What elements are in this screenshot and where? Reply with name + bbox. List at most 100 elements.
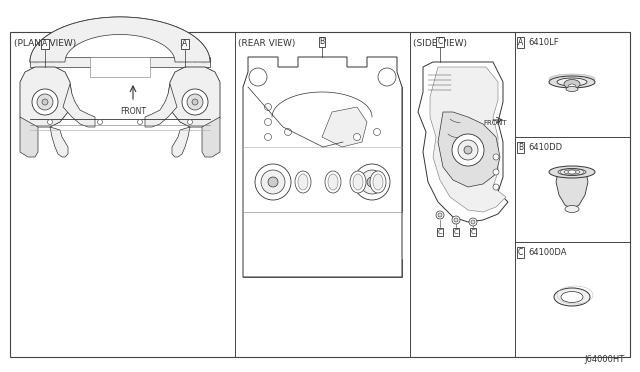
Polygon shape [343, 212, 372, 242]
Ellipse shape [554, 288, 590, 306]
Polygon shape [418, 62, 508, 222]
Circle shape [264, 119, 271, 125]
Circle shape [374, 128, 381, 135]
Polygon shape [438, 112, 500, 187]
Text: (PLANE VIEW): (PLANE VIEW) [14, 39, 76, 48]
Text: FRONT: FRONT [483, 120, 507, 126]
Ellipse shape [558, 169, 586, 176]
Circle shape [493, 184, 499, 190]
Ellipse shape [568, 170, 576, 174]
Polygon shape [145, 84, 177, 127]
Circle shape [138, 119, 143, 125]
Circle shape [37, 94, 53, 110]
Circle shape [47, 119, 52, 125]
Ellipse shape [373, 174, 383, 190]
Text: (REAR VIEW): (REAR VIEW) [238, 39, 296, 48]
Text: C: C [470, 229, 476, 235]
Circle shape [192, 99, 198, 105]
Polygon shape [178, 77, 212, 117]
Ellipse shape [325, 171, 341, 193]
Ellipse shape [370, 171, 386, 193]
Text: A: A [518, 38, 524, 47]
Text: FRONT: FRONT [120, 107, 146, 116]
Ellipse shape [549, 74, 595, 84]
Text: (SIDE VIEW): (SIDE VIEW) [413, 39, 467, 48]
Text: B: B [518, 143, 523, 152]
Circle shape [493, 169, 499, 175]
Polygon shape [332, 212, 397, 259]
Circle shape [97, 119, 102, 125]
Polygon shape [382, 87, 402, 212]
Text: A: A [42, 39, 47, 48]
Circle shape [268, 177, 278, 187]
Ellipse shape [568, 84, 576, 90]
Polygon shape [556, 172, 588, 209]
Polygon shape [295, 77, 350, 117]
Text: C: C [518, 248, 524, 257]
Polygon shape [293, 117, 318, 142]
Ellipse shape [353, 174, 363, 190]
Circle shape [264, 134, 271, 141]
Circle shape [378, 68, 396, 86]
Ellipse shape [561, 292, 583, 302]
Circle shape [452, 134, 484, 166]
Circle shape [261, 170, 285, 194]
Polygon shape [20, 67, 72, 127]
Circle shape [454, 218, 458, 222]
Circle shape [42, 99, 48, 105]
Polygon shape [322, 107, 367, 147]
Text: J64000HT: J64000HT [585, 355, 625, 364]
Polygon shape [90, 57, 150, 77]
Polygon shape [243, 87, 263, 212]
Text: C: C [437, 38, 443, 46]
Polygon shape [172, 127, 190, 157]
Ellipse shape [557, 78, 587, 86]
Text: B: B [319, 38, 324, 46]
Text: C: C [454, 229, 458, 235]
Circle shape [182, 89, 208, 115]
Circle shape [464, 146, 472, 154]
Polygon shape [430, 67, 506, 212]
Circle shape [187, 94, 203, 110]
Ellipse shape [295, 171, 311, 193]
Ellipse shape [565, 205, 579, 212]
Ellipse shape [549, 166, 595, 178]
Ellipse shape [566, 87, 578, 92]
Text: A: A [182, 39, 188, 48]
Polygon shape [30, 57, 210, 67]
Ellipse shape [350, 171, 366, 193]
Polygon shape [50, 127, 68, 157]
Circle shape [249, 68, 267, 86]
Circle shape [367, 177, 377, 187]
Polygon shape [313, 242, 332, 259]
Text: 6410DD: 6410DD [528, 143, 562, 152]
Polygon shape [20, 117, 38, 157]
Circle shape [452, 216, 460, 224]
Polygon shape [202, 117, 220, 157]
Polygon shape [168, 67, 220, 127]
Polygon shape [243, 259, 402, 277]
Circle shape [264, 103, 271, 110]
Circle shape [360, 170, 384, 194]
Ellipse shape [549, 76, 595, 88]
Circle shape [353, 134, 360, 141]
Polygon shape [10, 32, 630, 357]
Polygon shape [28, 77, 62, 117]
Text: C: C [438, 229, 442, 235]
Circle shape [493, 154, 499, 160]
Circle shape [354, 164, 390, 200]
Circle shape [458, 140, 478, 160]
Circle shape [32, 89, 58, 115]
Ellipse shape [298, 174, 308, 190]
Circle shape [436, 211, 444, 219]
Polygon shape [248, 212, 313, 259]
Polygon shape [426, 70, 453, 94]
Ellipse shape [328, 174, 338, 190]
Circle shape [285, 128, 291, 135]
Ellipse shape [564, 80, 580, 89]
Polygon shape [30, 17, 210, 62]
Polygon shape [63, 84, 95, 127]
Polygon shape [243, 57, 402, 277]
Text: 6410LF: 6410LF [528, 38, 559, 47]
Text: 64100DA: 64100DA [528, 248, 566, 257]
